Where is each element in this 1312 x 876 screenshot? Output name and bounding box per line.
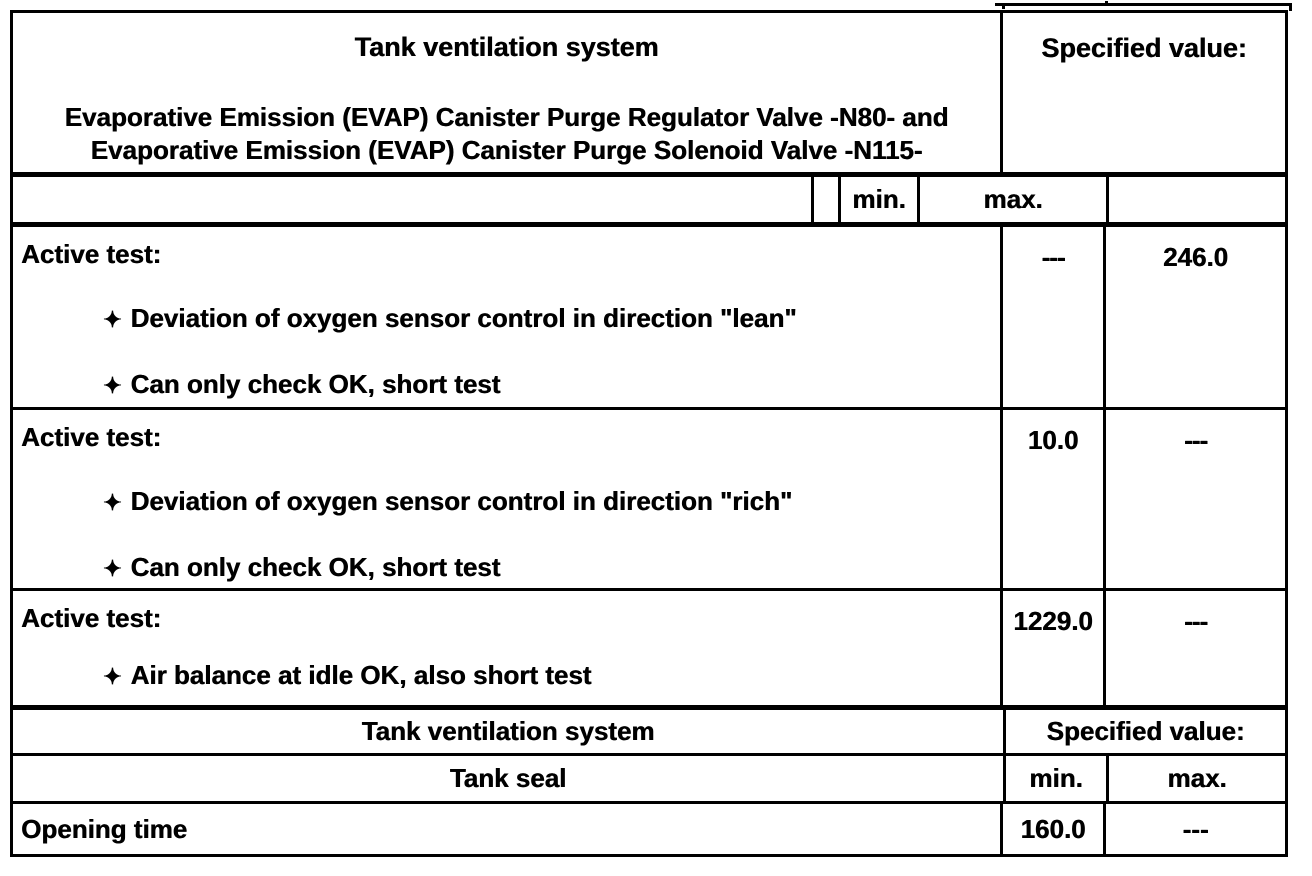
min-column-header: min.	[841, 177, 920, 222]
bullet-icon: ✦	[103, 307, 122, 332]
table-row-active-test-air-balance: Active test: ✦ Air balance at idle OK, al…	[13, 591, 1285, 710]
test-description-cell: Active test: ✦ Deviation of oxygen sensor…	[13, 410, 1003, 588]
test-title: Active test:	[21, 239, 162, 269]
bullet-text: Can only check OK, short test	[130, 552, 501, 582]
subsection-title: Tank seal	[13, 756, 1006, 801]
list-item: ✦ Deviation of oxygen sensor control in d…	[21, 303, 992, 335]
table-row-opening-time: Opening time 160.0 ---	[13, 804, 1285, 854]
min-value: 160.0	[1003, 804, 1106, 854]
list-item: ✦ Deviation of oxygen sensor control in d…	[21, 486, 992, 518]
list-item: ✦ Can only check OK, short test	[21, 369, 992, 401]
specified-value-header: Specified value:	[1046, 716, 1245, 746]
empty-cell	[814, 177, 841, 222]
header-title-cell: Tank ventilation system Evaporative Emis…	[13, 13, 1003, 172]
bullet-text: Air balance at idle OK, also short test	[130, 660, 592, 690]
empty-cell	[1109, 177, 1285, 222]
min-value: ---	[1003, 227, 1106, 407]
artifact-tick	[1105, 1, 1108, 6]
bullet-icon: ✦	[103, 490, 122, 515]
bullet-icon: ✦	[103, 664, 122, 689]
list-item: ✦ Air balance at idle OK, also short test	[21, 660, 992, 692]
list-item: ✦ Can only check OK, short test	[21, 552, 992, 584]
specification-table: Tank ventilation system Evaporative Emis…	[10, 10, 1288, 857]
bullet-icon: ✦	[103, 373, 122, 398]
tank-seal-section-header-row: Tank ventilation system Specified value:	[13, 710, 1285, 756]
artifact-tick	[1289, 3, 1292, 11]
empty-cell	[13, 177, 814, 222]
test-description-cell: Active test: ✦ Deviation of oxygen sensor…	[13, 227, 1003, 407]
minmax-header-row: min. max.	[13, 177, 1285, 227]
bullet-text: Deviation of oxygen sensor control in di…	[130, 303, 797, 333]
max-column-header: max.	[1167, 763, 1227, 793]
artifact-tick	[1002, 3, 1005, 9]
bullet-text: Can only check OK, short test	[130, 369, 501, 399]
test-title: Active test:	[21, 603, 162, 633]
row-label: Opening time	[13, 804, 1003, 854]
max-value: ---	[1184, 606, 1208, 636]
section-title: Tank ventilation system	[354, 32, 659, 62]
cropped-row-artifact	[995, 1, 1292, 11]
bullet-text: Deviation of oxygen sensor control in di…	[130, 486, 793, 516]
max-column-header: max.	[920, 177, 1109, 222]
max-value: ---	[1182, 813, 1209, 844]
subtitle-line-1: Evaporative Emission (EVAP) Canister Pur…	[64, 102, 949, 132]
test-title: Active test:	[21, 422, 162, 452]
min-value: 1229.0	[1003, 591, 1106, 705]
component-subtitle: Evaporative Emission (EVAP) Canister Pur…	[13, 101, 1000, 167]
min-column-header: min.	[1006, 756, 1109, 801]
table-row-active-test-rich: Active test: ✦ Deviation of oxygen sensor…	[13, 410, 1285, 591]
min-value: 10.0	[1003, 410, 1106, 588]
evap-header-row: Tank ventilation system Evaporative Emis…	[13, 13, 1285, 177]
subtitle-line-2: Evaporative Emission (EVAP) Canister Pur…	[90, 135, 923, 165]
max-value: 246.0	[1162, 242, 1229, 272]
table-row-active-test-lean: Active test: ✦ Deviation of oxygen sensor…	[13, 227, 1285, 410]
bullet-icon: ✦	[103, 556, 122, 581]
specified-value-header: Specified value:	[1041, 33, 1247, 63]
max-value: ---	[1184, 425, 1208, 455]
test-description-cell: Active test: ✦ Air balance at idle OK, al…	[13, 591, 1003, 705]
section-title: Tank ventilation system	[13, 710, 1006, 753]
tank-seal-subheader-row: Tank seal min. max.	[13, 756, 1285, 804]
